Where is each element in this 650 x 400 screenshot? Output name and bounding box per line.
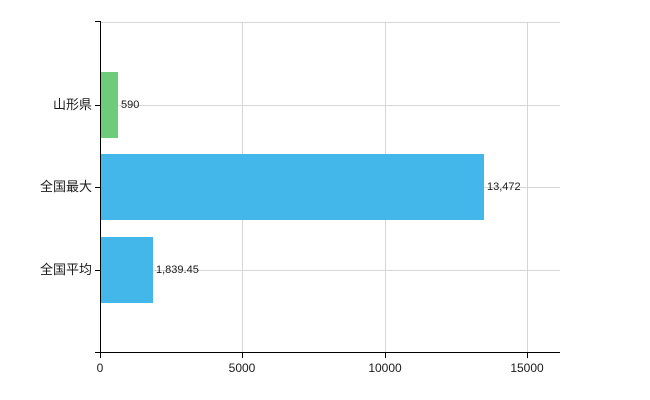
x-axis-line: [95, 352, 560, 353]
x-tick-label: 10000: [368, 361, 402, 375]
x-tick-label: 15000: [510, 361, 544, 375]
x-tick-label: 5000: [228, 361, 256, 375]
y-axis-tick: [95, 270, 100, 271]
x-axis-tick: [527, 353, 528, 358]
y-gridline: [100, 270, 560, 271]
bar-1: [101, 72, 118, 138]
category-label: 全国最大: [39, 179, 92, 194]
bar-3: [101, 237, 153, 303]
y-axis-tick: [95, 187, 100, 188]
y-axis-top-tick: [95, 21, 100, 22]
category-label: 山形県: [52, 97, 92, 112]
y-axis-tick: [95, 105, 100, 106]
bar-value-label: 1,839.45: [156, 264, 199, 276]
x-axis-tick: [100, 353, 101, 358]
y-gridline: [100, 105, 560, 106]
x-axis-tick: [385, 353, 386, 358]
bar-value-label: 13,472: [487, 181, 521, 193]
y-axis-line: [100, 21, 101, 353]
x-axis-tick: [242, 353, 243, 358]
bar-2: [101, 154, 484, 220]
x-tick-label: 0: [96, 361, 104, 375]
plot-top-border: [100, 22, 560, 23]
bar-value-label: 590: [121, 99, 140, 111]
category-label: 全国平均: [39, 262, 92, 277]
